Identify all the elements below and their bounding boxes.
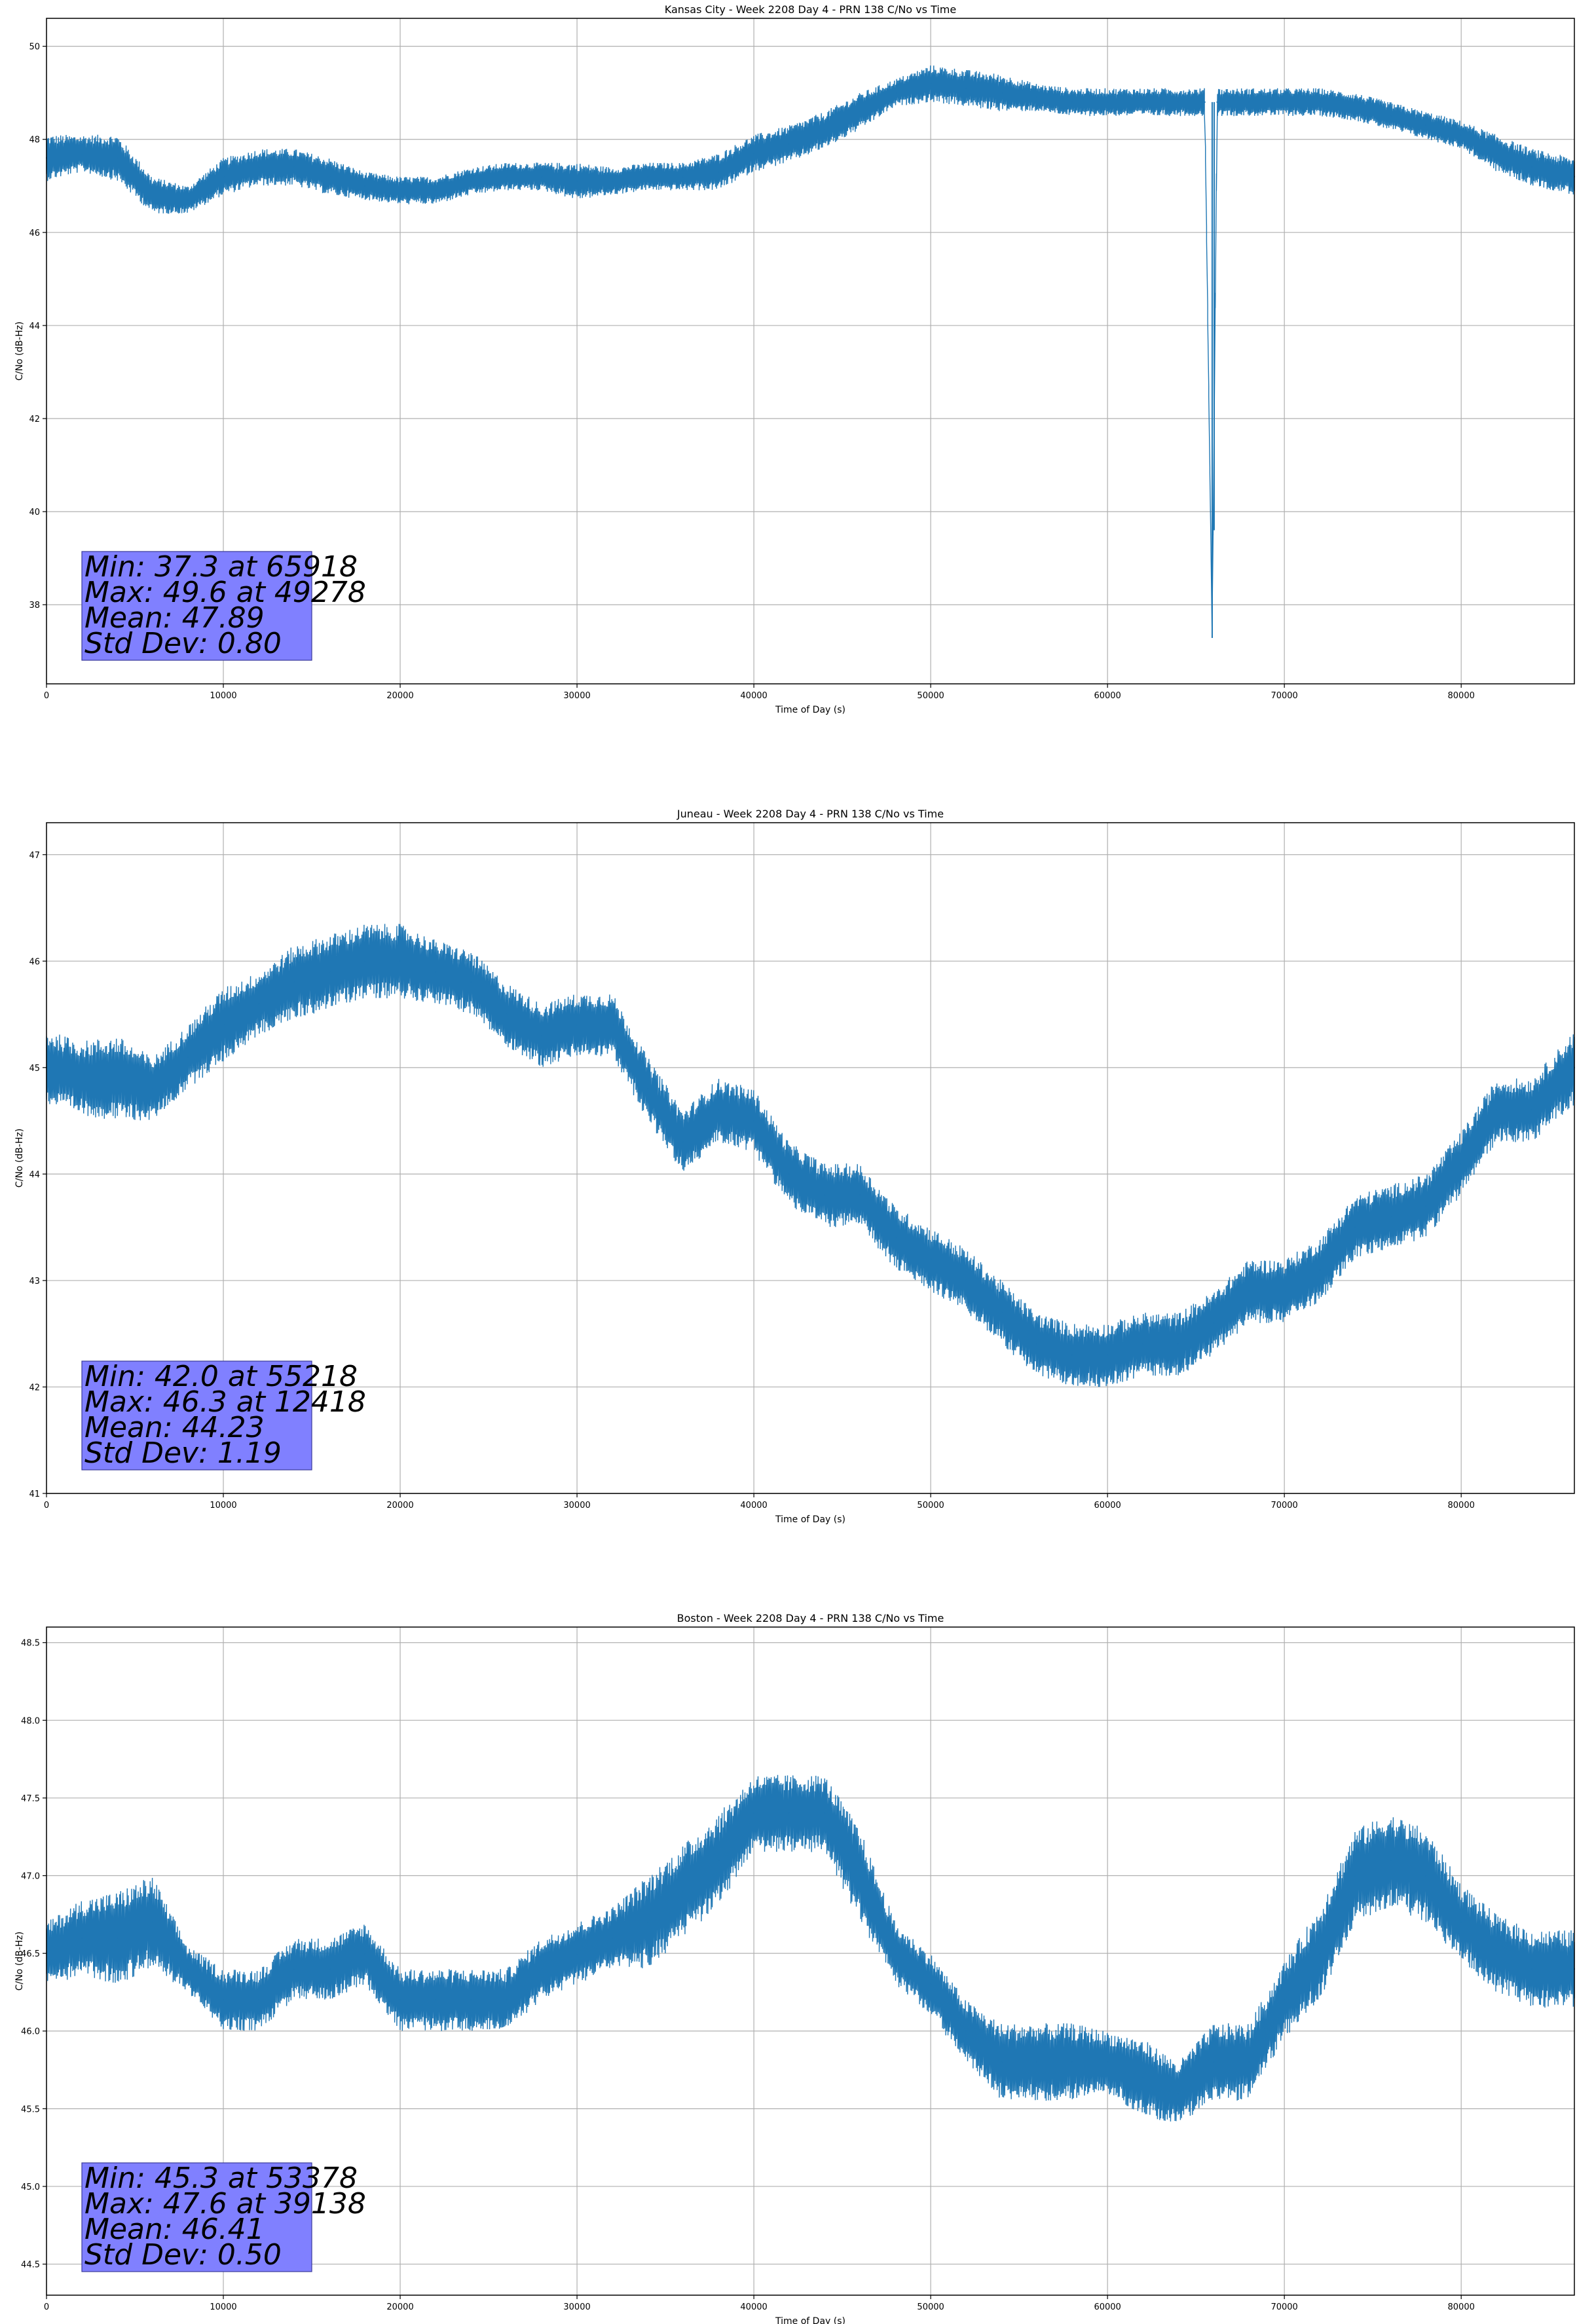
x-tick-label-7: 70000 xyxy=(1271,1501,1297,1510)
plot-frame xyxy=(46,18,1575,684)
x-tick-label-1: 10000 xyxy=(210,691,236,701)
y-tick-label-1: 45.0 xyxy=(21,2183,40,2192)
stats-line-2: Mean: 44.23 xyxy=(84,1411,265,1444)
y-tick-label-5: 46 xyxy=(29,957,40,967)
x-tick-label-8: 80000 xyxy=(1448,1501,1475,1510)
y-tick-label-6: 47.5 xyxy=(21,1794,40,1804)
y-ticks: 38 40 42 44 46 48 50 xyxy=(29,43,46,610)
x-tick-label-6: 60000 xyxy=(1094,1501,1121,1510)
y-ticks: 44.5 45.0 45.5 46.0 46.5 47.0 47.5 48.0 48.5 xyxy=(21,1639,46,2270)
x-tick-label-0: 0 xyxy=(44,1501,49,1510)
stats-line-2: Mean: 46.41 xyxy=(84,2213,265,2246)
x-tick-label-3: 30000 xyxy=(563,2302,590,2312)
y-axis-label: C/No (dB-Hz) xyxy=(14,1932,25,1991)
x-tick-label-1: 10000 xyxy=(210,2302,236,2312)
stats-line-0: Min: 37.3 at 65918 xyxy=(84,550,358,584)
y-tick-label-5: 47.0 xyxy=(21,1872,40,1882)
x-tick-label-4: 40000 xyxy=(740,1501,767,1510)
subplot-1: 0 10000 20000 30000 40000 50000 60000 70000 8000… xyxy=(14,3,1575,715)
subplot-3: 0 10000 20000 30000 40000 50000 60000 70000 8000… xyxy=(14,1612,1575,2324)
series-line xyxy=(46,1774,1575,2122)
series-path xyxy=(46,924,1575,1387)
series-line xyxy=(46,65,1575,638)
x-tick-label-2: 20000 xyxy=(386,691,413,701)
y-tick-label-8: 48.5 xyxy=(21,1639,40,1649)
stats-line-3: Std Dev: 0.80 xyxy=(84,627,282,660)
x-tick-label-0: 0 xyxy=(44,691,49,701)
x-tick-label-5: 50000 xyxy=(917,1501,944,1510)
y-tick-label-6: 50 xyxy=(29,43,40,52)
y-tick-label-5: 48 xyxy=(29,136,40,145)
stats-line-1: Max: 49.6 at 49278 xyxy=(84,576,366,609)
x-tick-label-5: 50000 xyxy=(917,691,944,701)
x-tick-label-6: 60000 xyxy=(1094,691,1121,701)
stats-line-0: Min: 42.0 at 55218 xyxy=(84,1360,358,1393)
stats-line-0: Min: 45.3 at 53378 xyxy=(84,2162,358,2195)
series-line xyxy=(46,924,1575,1387)
stats-line-3: Std Dev: 0.50 xyxy=(84,2238,282,2272)
stats-box-bg xyxy=(81,2162,312,2272)
y-tick-label-2: 42 xyxy=(29,415,40,424)
stats-line-1: Max: 47.6 at 39138 xyxy=(84,2187,366,2221)
y-tick-label-6: 47 xyxy=(29,851,40,861)
y-tick-label-3: 44 xyxy=(29,1170,40,1180)
x-tick-label-7: 70000 xyxy=(1271,2302,1297,2312)
y-ticks: 41 42 43 44 45 46 47 xyxy=(29,851,46,1499)
plot-frame xyxy=(46,822,1575,1494)
x-tick-label-4: 40000 xyxy=(740,2302,767,2312)
x-tick-label-4: 40000 xyxy=(740,691,767,701)
y-tick-label-2: 45.5 xyxy=(21,2105,40,2114)
y-tick-label-1: 42 xyxy=(29,1383,40,1393)
y-tick-label-3: 46.0 xyxy=(21,2027,40,2037)
stats-line-1: Max: 46.3 at 12418 xyxy=(84,1385,366,1419)
y-tick-label-4: 46 xyxy=(29,229,40,238)
y-tick-label-4: 46.5 xyxy=(21,1949,40,1959)
x-ticks: 0 10000 20000 30000 40000 50000 60000 70000 8000… xyxy=(44,2295,1475,2312)
x-tick-label-3: 30000 xyxy=(563,1501,590,1510)
x-tick-label-0: 0 xyxy=(44,2302,49,2312)
subplot-2: 0 10000 20000 30000 40000 50000 60000 70000 8000… xyxy=(14,808,1575,1525)
x-tick-label-7: 70000 xyxy=(1271,691,1297,701)
x-tick-label-5: 50000 xyxy=(917,2302,944,2312)
y-tick-label-4: 45 xyxy=(29,1064,40,1074)
x-tick-label-8: 80000 xyxy=(1448,2302,1475,2312)
chart-title: Juneau - Week 2208 Day 4 - PRN 138 C/No … xyxy=(677,808,944,820)
y-tick-label-3: 44 xyxy=(29,322,40,331)
series-path xyxy=(46,1774,1575,2122)
y-axis-label: C/No (dB-Hz) xyxy=(14,1129,25,1188)
chart-title: Boston - Week 2208 Day 4 - PRN 138 C/No … xyxy=(677,1612,944,1624)
stats-line-3: Std Dev: 1.19 xyxy=(84,1436,282,1470)
x-tick-label-6: 60000 xyxy=(1094,2302,1121,2312)
x-ticks: 0 10000 20000 30000 40000 50000 60000 70000 8000… xyxy=(44,1493,1475,1510)
plot-frame xyxy=(46,1626,1575,2296)
y-axis-label: C/No (dB-Hz) xyxy=(14,322,25,381)
x-tick-label-2: 20000 xyxy=(386,1501,413,1510)
y-tick-label-0: 38 xyxy=(29,601,40,610)
x-axis-label: Time of Day (s) xyxy=(775,705,845,715)
x-tick-label-3: 30000 xyxy=(563,691,590,701)
stats-box-bg xyxy=(81,1360,312,1471)
stats-box-bg xyxy=(81,551,312,661)
stats-line-2: Mean: 47.89 xyxy=(84,601,265,635)
y-tick-label-0: 41 xyxy=(29,1490,40,1499)
x-tick-label-1: 10000 xyxy=(210,1501,236,1510)
x-tick-label-2: 20000 xyxy=(386,2302,413,2312)
x-ticks: 0 10000 20000 30000 40000 50000 60000 70000 8000… xyxy=(44,684,1475,701)
x-tick-label-8: 80000 xyxy=(1448,691,1475,701)
chart-title: Kansas City - Week 2208 Day 4 - PRN 138 … xyxy=(665,3,956,16)
x-axis-label: Time of Day (s) xyxy=(775,1514,845,1525)
x-axis-label: Time of Day (s) xyxy=(775,2316,845,2324)
series-path xyxy=(46,65,1575,629)
y-tick-label-1: 40 xyxy=(29,508,40,517)
y-tick-label-0: 44.5 xyxy=(21,2260,40,2270)
y-tick-label-2: 43 xyxy=(29,1277,40,1286)
y-tick-label-7: 48.0 xyxy=(21,1716,40,1726)
